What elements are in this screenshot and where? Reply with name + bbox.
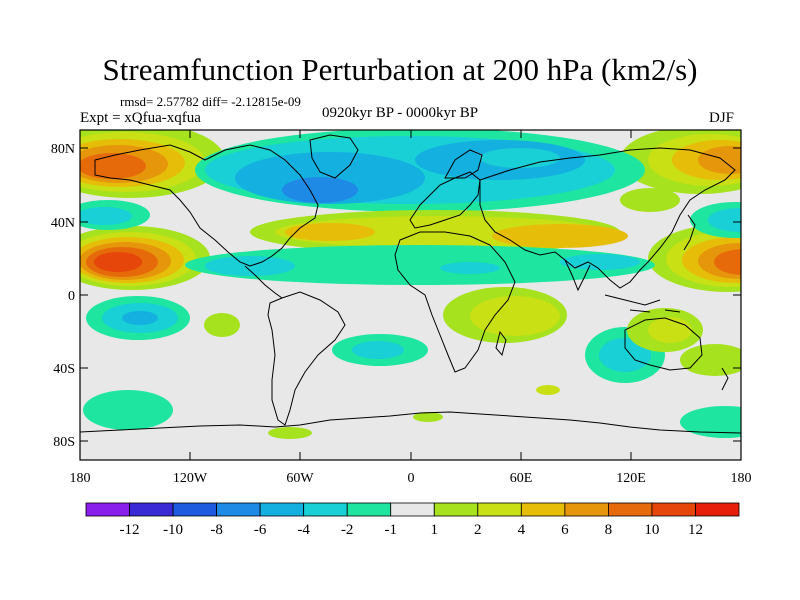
colorbar-box [520, 502, 566, 517]
stats-text: rmsd= 2.57782 diff= -2.12815e-09 [120, 94, 301, 109]
season-label: DJF [709, 110, 735, 126]
colorbar-box [346, 502, 392, 517]
lat-label-80n: 80N [51, 142, 75, 157]
coast-south-america [267, 291, 346, 426]
coast-central-america [244, 265, 283, 299]
coastlines [80, 134, 741, 434]
arctic-negative-band [195, 130, 645, 212]
lon-ticks [189, 130, 632, 460]
coast-antarctica [80, 411, 741, 434]
colorbar-box [564, 502, 609, 517]
colorbar-label: 10 [644, 522, 659, 538]
coast-australia [624, 317, 703, 371]
colorbar [85, 502, 740, 517]
colorbar-box [216, 502, 261, 517]
colorbar-box [172, 502, 218, 517]
negative-40n-west [80, 200, 150, 230]
coast-asia [479, 147, 736, 289]
africa-positive [443, 287, 567, 343]
lat-labels: 80N 40N 0 40S 80S [51, 142, 75, 450]
lat-label-40s: 40S [53, 362, 75, 377]
colorbar-label: 4 [518, 522, 526, 538]
coast-madagascar [495, 330, 507, 357]
colorbar-label: 2 [474, 522, 482, 538]
colorbar-label: -2 [341, 522, 354, 538]
coast-indonesia [604, 294, 681, 313]
lat-ticks [80, 147, 741, 442]
colorbar-label: 12 [688, 522, 703, 538]
subtropical-positive-east [648, 224, 741, 292]
lon-labels: 180 120W 60W 0 60E 120E 180 [70, 471, 752, 486]
colorbar-box [477, 502, 522, 517]
lon-label-180e: 180 [731, 471, 752, 486]
colorbar-label: 1 [431, 522, 439, 538]
coast-india [564, 259, 591, 292]
north-pacific-positive [80, 130, 225, 198]
coast-japan [683, 214, 696, 251]
subtropical-positive-west [80, 226, 210, 290]
south-pacific-positive [204, 313, 240, 337]
period-label: 0920kyr BP - 0000kyr BP [322, 105, 479, 121]
colorbar-label: 8 [605, 522, 613, 538]
colorbar-label: -10 [163, 522, 183, 538]
colorbar-box [608, 502, 653, 517]
south-east-positive [536, 344, 741, 395]
lon-label-0: 0 [408, 471, 415, 486]
australia-positive [627, 308, 703, 352]
lon-label-60e: 60E [510, 471, 533, 486]
coast-scandinavia [444, 149, 483, 179]
lon-label-120w: 120W [173, 471, 208, 486]
south-pacific-negative [86, 296, 190, 340]
coast-greenland [309, 134, 359, 179]
southern-ocean-negative [83, 390, 741, 439]
colorbar-box [390, 502, 435, 517]
colorbar-box [695, 502, 740, 517]
south-atlantic-negative [332, 334, 428, 366]
lon-label-120e: 120E [616, 471, 646, 486]
map-title: Streamfunction Perturbation at 200 hPa (… [102, 52, 698, 87]
coast-new-zealand [721, 367, 729, 391]
coast-europe [409, 171, 481, 229]
colorbar-label: -6 [254, 522, 267, 538]
coast-africa [394, 231, 516, 373]
colorbar-box [433, 502, 479, 517]
lon-label-180w: 180 [70, 471, 91, 486]
negative-40n-east [690, 202, 741, 238]
colorbar-label: -1 [384, 522, 397, 538]
colorbar-box [303, 502, 348, 517]
colorbar-label: -8 [210, 522, 223, 538]
experiment-label: Expt = xQfua-xqfua [80, 110, 201, 126]
colorbar-box [129, 502, 174, 517]
tropical-negative-band [185, 245, 655, 285]
colorbar-label: -4 [297, 522, 310, 538]
north-pacific-positive-east [620, 130, 741, 194]
colorbar-labels: -12 -10 -8 -6 -4 -2 -1 1 2 4 6 8 10 12 [120, 522, 703, 538]
lat-label-0: 0 [68, 289, 75, 304]
colorbar-box [85, 502, 130, 517]
lat-label-80s: 80S [53, 435, 75, 450]
colorbar-label: -12 [120, 522, 140, 538]
colorbar-box [651, 502, 696, 517]
lat-label-40n: 40N [51, 216, 75, 231]
colorbar-label: 6 [561, 522, 569, 538]
coast-north-america [94, 144, 319, 267]
lon-label-60w: 60W [286, 471, 314, 486]
colorbar-box [259, 502, 305, 517]
